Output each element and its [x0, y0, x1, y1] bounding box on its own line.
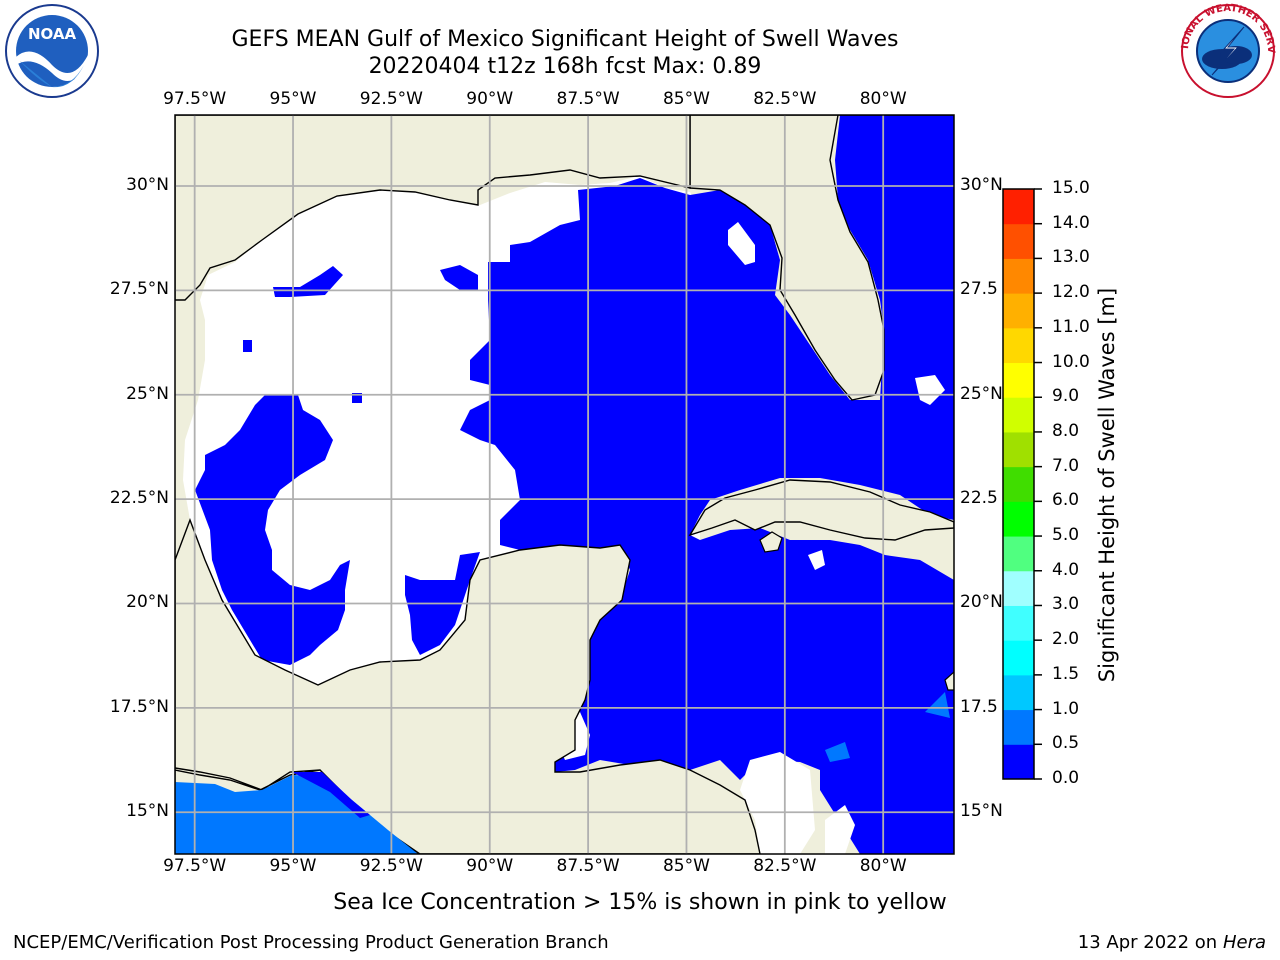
colorbar-segment-1 — [1003, 709, 1034, 745]
lat-tick-label-right: 25°N — [960, 383, 1003, 404]
credit-branch: NCEP/EMC/Verification Post Processing Pr… — [13, 932, 609, 953]
colorbar-tick-label: 1.5 — [1052, 663, 1080, 684]
colorbar-segment-7 — [1003, 501, 1034, 537]
colorbar-segment-3 — [1003, 640, 1034, 676]
colorbar-tick-label: 12.0 — [1052, 282, 1090, 303]
lat-tick-label-left: 15°N — [126, 801, 169, 822]
lat-tick-label-right: 27.5 — [960, 279, 998, 300]
lon-tick-label: 95°W — [269, 856, 317, 876]
lat-tick-label-left: 22.5°N — [109, 488, 169, 509]
lat-tick-label-right: 30°N — [960, 174, 1003, 195]
colorbar-tick-label: 6.0 — [1052, 490, 1080, 511]
gridlines — [175, 115, 954, 854]
lon-tick-label: 82.5°W — [753, 89, 817, 109]
credit-host: Hera — [1222, 932, 1266, 953]
lon-tick-label: 80°W — [859, 89, 907, 109]
colorbar-tick-label: 11.0 — [1052, 316, 1090, 337]
white-hole-5 — [808, 550, 825, 570]
noaa-logo-text: NOAA — [28, 25, 77, 43]
lat-tick-label-left: 27.5°N — [109, 279, 169, 300]
lon-tick-label: 85°W — [662, 89, 710, 109]
white-hole-4 — [825, 805, 855, 854]
lon-tick-label: 95°W — [269, 89, 317, 109]
lon-tick-label: 90°W — [466, 856, 514, 876]
colorbar-segment-2 — [1003, 674, 1034, 711]
colorbar-segment-5 — [1003, 570, 1034, 606]
lon-tick-label: 92.5°W — [359, 856, 423, 876]
white-hole-1 — [728, 222, 755, 265]
swell-mid-patch-1 — [825, 742, 850, 762]
white-hole-2 — [915, 375, 945, 405]
hispaniola-edge — [944, 671, 954, 691]
lon-tick-label: 82.5°W — [753, 856, 817, 876]
colorbar-tick-label: 4.0 — [1052, 559, 1080, 580]
lat-tick-label-right: 22.5 — [960, 488, 998, 509]
colorbar-segment-4 — [1003, 605, 1034, 641]
swell-region-west — [195, 395, 350, 665]
swell-mid-patch-2 — [925, 692, 950, 718]
lon-tick-label: 85°W — [662, 856, 710, 876]
lon-tick-label: 90°W — [466, 89, 514, 109]
colorbar-tick-label: 3.0 — [1052, 594, 1080, 615]
colorbar-tick-label: 8.0 — [1052, 420, 1080, 441]
lat-tick-label-left: 20°N — [126, 592, 169, 613]
lon-tick-label: 92.5°W — [359, 89, 423, 109]
colorbar-segment-14 — [1003, 258, 1034, 294]
chart-title: GEFS MEAN Gulf of Mexico Significant Hei… — [231, 27, 899, 52]
cuba — [688, 479, 954, 541]
nws-logo: NATIONAL WEATHER SERVICE — [1178, 3, 1276, 98]
credit-date-text: 13 Apr 2022 on — [1077, 932, 1218, 953]
colorbar-tick-label: 0.0 — [1052, 768, 1080, 788]
white-hole-3 — [740, 752, 815, 854]
colorbar-tick-label: 5.0 — [1052, 525, 1080, 546]
lat-tick-label-left: 17.5°N — [109, 696, 169, 717]
lat-tick-label-left: 25°N — [126, 383, 169, 404]
swell-region-east — [460, 115, 954, 854]
lon-tick-label: 97.5°W — [163, 856, 227, 876]
lon-tick-label: 80°W — [859, 856, 907, 876]
colorbar-segment-9 — [1003, 431, 1034, 468]
colorbar-tick-label: 1.0 — [1052, 698, 1080, 719]
colorbar-segment-0 — [1003, 744, 1034, 780]
lon-tick-label: 87.5°W — [556, 856, 620, 876]
lon-tick-label: 87.5°W — [556, 89, 620, 109]
pacific-swell — [175, 775, 418, 854]
yucatan-central-america — [175, 115, 761, 854]
credit-date: 13 Apr 2022 on Hera — [1078, 932, 1266, 953]
lat-tick-label-right: 20°N — [960, 592, 1003, 613]
colorbar-tick-label: 0.5 — [1052, 733, 1080, 754]
colorbar-segment-10 — [1003, 397, 1034, 433]
chart-subtitle: 20220404 t12z 168h fcst Max: 0.89 — [368, 54, 762, 79]
colorbar-tick-label: 9.0 — [1052, 386, 1080, 407]
pacific-swell-dark — [292, 772, 370, 818]
lat-tick-label-left: 30°N — [126, 174, 169, 195]
colorbar-segment-8 — [1003, 466, 1034, 502]
lat-tick-label-right: 15°N — [960, 801, 1003, 822]
colorbar-tick-label: 2.0 — [1052, 629, 1080, 650]
swell-patch-small2 — [243, 340, 252, 352]
isle-of-youth — [759, 531, 783, 553]
lat-tick-label-right: 17.5 — [960, 696, 998, 717]
sea-ice-note: Sea Ice Concentration > 15% is shown in … — [333, 890, 947, 915]
colorbar-segment-12 — [1003, 327, 1034, 364]
colorbar-tick-label: 15.0 — [1052, 178, 1090, 198]
colorbar-segment-15 — [1003, 223, 1034, 259]
swell-patch-north — [273, 266, 343, 297]
colorbar-label: Significant Height of Swell Waves [m] — [1095, 287, 1119, 683]
map-frame — [174, 114, 955, 855]
colorbar-segment-6 — [1003, 536, 1034, 572]
colorbar-tick-label: 10.0 — [1052, 351, 1090, 372]
colorbar-segment-16 — [1003, 189, 1034, 225]
colorbar-segment-13 — [1003, 293, 1034, 329]
swell-patch-small1 — [440, 265, 478, 290]
noaa-logo: NOAA — [5, 4, 99, 98]
colorbar-tick-label: 14.0 — [1052, 212, 1090, 233]
lon-tick-label: 97.5°W — [163, 89, 227, 109]
colorbar — [1002, 188, 1042, 780]
colorbar-tick-label: 13.0 — [1052, 247, 1090, 268]
colorbar-segment-11 — [1003, 362, 1034, 398]
colorbar-tick-label: 7.0 — [1052, 455, 1080, 476]
